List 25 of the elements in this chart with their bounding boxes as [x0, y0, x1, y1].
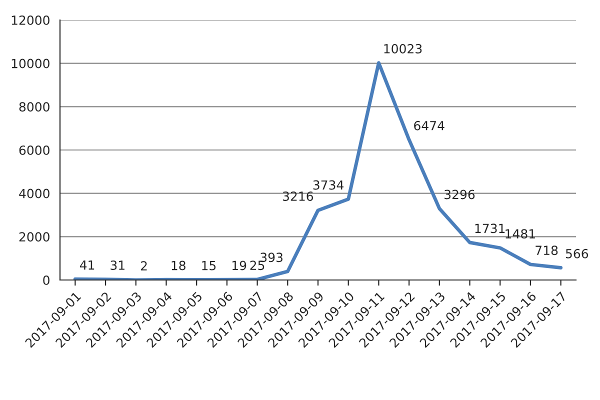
data-label: 3296: [444, 190, 475, 200]
data-label: 18: [172, 260, 186, 270]
data-label: 25: [250, 260, 264, 270]
data-label: 3216: [282, 192, 314, 201]
data-label: 3734: [313, 180, 344, 190]
y-tick-label: 10000: [12, 58, 50, 68]
line-series: [73, 61, 563, 280]
y-tick-label: 12000: [12, 15, 50, 25]
y-tick-label: 8000: [19, 102, 50, 112]
data-label: 2: [140, 261, 147, 270]
y-tick-label: 6000: [19, 145, 50, 155]
data-label: 566: [566, 248, 588, 258]
data-label: 31: [110, 260, 124, 270]
y-tick-label: 4000: [19, 188, 50, 198]
data-label: 10023: [384, 44, 422, 54]
data-label: 6474: [414, 120, 444, 130]
data-label: 393: [260, 252, 282, 262]
data-label: 15: [202, 261, 216, 270]
data-label: 19: [232, 260, 246, 270]
data-label: 1731: [475, 224, 505, 234]
y-tick-label: 0: [43, 275, 50, 285]
y-tick-label: 2000: [19, 232, 50, 242]
data-label: 41: [80, 260, 94, 270]
data-label: 1481: [506, 229, 535, 239]
data-label: 718: [536, 246, 558, 256]
